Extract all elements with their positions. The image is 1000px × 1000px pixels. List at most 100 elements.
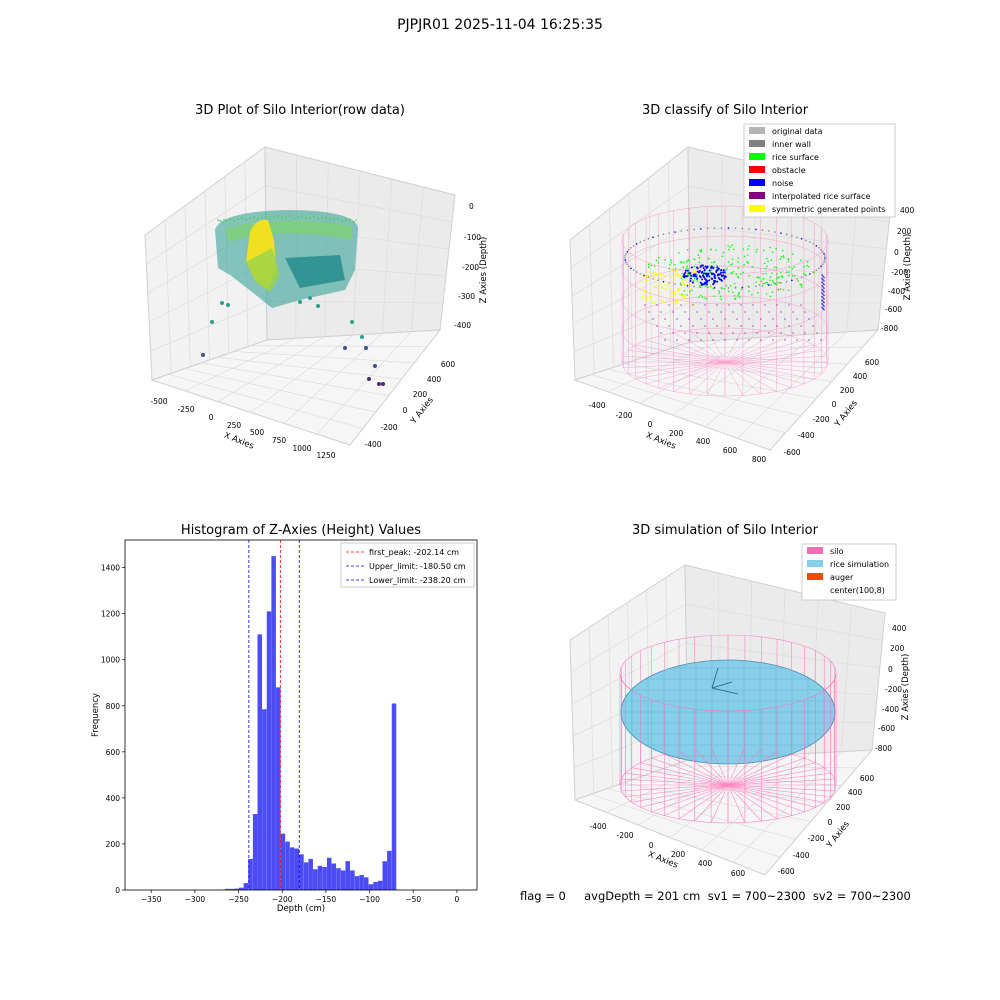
interpolated-point: [728, 304, 730, 306]
noise-point: [699, 270, 702, 273]
symmetric-point: [651, 302, 654, 304]
rice-surface-point: [770, 259, 773, 261]
outlier-point: [364, 346, 368, 350]
interpolated-point: [780, 332, 782, 334]
rice-surface-point: [670, 259, 672, 262]
symmetric-point: [692, 272, 695, 274]
rim-point: [291, 216, 293, 218]
rice-surface-point: [710, 269, 712, 272]
inner-wall-point: [823, 261, 825, 263]
rice-surface-point: [781, 249, 784, 252]
rice-surface-point: [686, 249, 689, 251]
inner-wall-point: [652, 236, 654, 238]
outlier-point: [381, 382, 385, 386]
silo-spoke: [724, 328, 744, 363]
panel4-title: 3D simulation of Silo Interior: [632, 523, 818, 538]
legend-swatch: [807, 560, 823, 567]
rim-point: [317, 218, 319, 220]
rice-surface-point: [807, 265, 810, 268]
symmetric-point: [650, 290, 653, 293]
panel2-chart: original data inner wall rice surface obsta…: [569, 123, 915, 464]
rice-surface-point: [729, 246, 732, 249]
interpolated-point: [788, 304, 790, 306]
histogram-bar: [336, 868, 341, 890]
rice-surface-point: [718, 290, 720, 293]
outlier-point: [343, 346, 347, 350]
rice-surface-point: [733, 294, 736, 297]
noise-point: [715, 269, 718, 272]
p4-ytick: 0: [828, 818, 833, 827]
rim-point: [283, 215, 285, 217]
interpolated-point: [752, 304, 754, 306]
inner-wall-point: [628, 248, 630, 251]
symmetric-point: [653, 271, 656, 273]
silo-spoke: [724, 361, 827, 369]
silo-spoke: [727, 767, 825, 786]
outlier-point: [367, 377, 371, 381]
rice-surface-point: [776, 281, 779, 283]
rice-surface-point: [727, 245, 730, 247]
silo-spoke: [689, 361, 726, 395]
noise-point: [684, 271, 687, 274]
rice-surface-point: [700, 250, 703, 253]
rim-point: [339, 218, 341, 221]
interpolated-point: [688, 339, 690, 341]
legend-swatch: [749, 140, 765, 147]
interpolated-point: [804, 332, 806, 334]
grid-line: [573, 302, 690, 353]
silo-spoke: [727, 778, 835, 786]
p2-ytick: -200: [812, 415, 829, 424]
symmetric-point: [671, 269, 674, 272]
legend-label: inner wall: [772, 140, 811, 149]
inner-wall-point: [824, 257, 826, 259]
rice-surface-point: [686, 294, 688, 296]
interpolated-point: [812, 325, 814, 327]
noise-point: [722, 269, 725, 272]
rim-point: [217, 219, 219, 221]
p4-ztick: 0: [888, 665, 893, 674]
symmetric-point: [676, 289, 679, 292]
noise-point: [724, 275, 727, 278]
p2-ytick: 600: [865, 358, 880, 367]
inner-wall-point: [800, 237, 803, 240]
symmetric-point: [662, 301, 665, 304]
rim-point: [271, 215, 273, 218]
noise-point: [822, 300, 824, 303]
silo-spoke: [658, 335, 726, 363]
rim-point: [243, 217, 245, 220]
noise-point: [823, 276, 825, 279]
rice-surface-point: [755, 281, 758, 283]
silo-spoke: [623, 361, 726, 369]
noise-point: [822, 293, 824, 295]
histogram-xtick-label: 0: [455, 895, 460, 904]
rice-surface-point: [776, 273, 778, 275]
noise-point: [821, 274, 823, 276]
rice-surface-point: [742, 271, 744, 274]
rim-point: [275, 217, 277, 220]
rice-surface-point: [701, 296, 704, 298]
rice-surface-point: [777, 288, 780, 291]
panel1-cloud-slope: [246, 248, 280, 292]
rice-surface-point: [748, 245, 750, 247]
inner-wall-point: [785, 233, 788, 236]
rim-point: [351, 219, 353, 222]
histogram-bar: [354, 876, 360, 890]
panel2-title: 3D classify of Silo Interior: [641, 103, 809, 118]
rice-surface-point: [699, 294, 702, 297]
inner-wall-point: [761, 285, 764, 287]
inner-wall-point: [755, 228, 757, 231]
rice-surface-point: [762, 272, 764, 275]
rice-surface-point: [647, 266, 650, 269]
inner-wall-point: [626, 263, 628, 266]
interpolated-point: [768, 332, 770, 334]
rice-surface-point: [679, 282, 682, 285]
rice-surface-point: [721, 255, 724, 258]
p2-ytick: -600: [783, 448, 800, 457]
p4-ztick: -200: [885, 685, 902, 694]
rim-point: [297, 216, 299, 219]
rice-surface-point: [730, 263, 732, 266]
rice-surface-point: [793, 265, 796, 268]
rice-surface-point: [788, 274, 790, 277]
rice-surface-point: [697, 254, 700, 256]
inner-wall-point: [761, 229, 764, 231]
